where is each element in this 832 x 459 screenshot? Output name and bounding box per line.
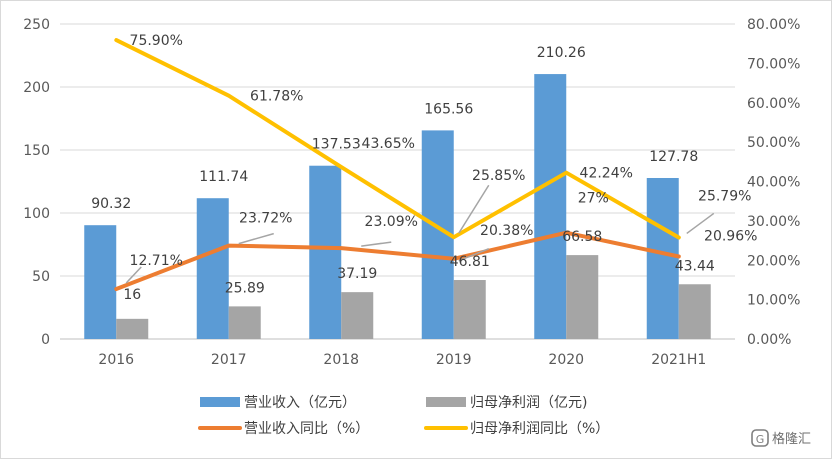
data-label: 75.90% <box>130 33 183 49</box>
gridlines <box>60 23 735 340</box>
leader-line <box>686 212 715 235</box>
bar <box>309 165 342 339</box>
data-label: 12.71% <box>130 253 183 269</box>
bar <box>453 280 486 339</box>
y-left-tick-label: 50 <box>32 269 50 285</box>
data-label: 20.38% <box>480 223 533 239</box>
x-tick-label: 2020 <box>548 352 584 368</box>
series-line <box>114 38 681 240</box>
x-tick-label: 2016 <box>98 352 134 368</box>
bar <box>646 177 679 339</box>
data-label: 210.26 <box>537 45 586 61</box>
y-right-tick-label: 20.00% <box>747 253 800 269</box>
bar <box>228 306 261 339</box>
data-label: 37.19 <box>337 266 377 282</box>
leader-line <box>458 248 490 262</box>
bar <box>196 198 229 339</box>
y-left-tick-label: 250 <box>23 17 50 33</box>
bar <box>341 292 374 339</box>
legend-label: 归母净利润同比（%） <box>470 420 609 437</box>
data-label: 127.78 <box>649 149 698 165</box>
x-tick-label: 2021H1 <box>651 352 706 368</box>
left-axis: 0 50 100 150 200 250 <box>23 17 50 348</box>
leader-line <box>125 266 142 284</box>
g-logo-icon <box>751 429 769 447</box>
data-label: 43.65% <box>362 136 415 152</box>
y-right-tick-label: 0.00% <box>747 332 791 348</box>
legend-label: 归母净利润（亿元) <box>470 394 587 411</box>
y-right-tick-label: 60.00% <box>747 96 800 112</box>
right-axis: 0.00% 10.00% 20.00% 30.00% 40.00% 50.00% 60.00… <box>747 17 800 348</box>
y-left-tick-label: 150 <box>23 143 50 159</box>
x-tick-label: 2017 <box>211 352 247 368</box>
data-label: 61.78% <box>250 89 303 105</box>
data-label: 27% <box>578 191 609 207</box>
legend-swatch <box>426 397 466 407</box>
series-line <box>114 230 681 291</box>
bar <box>566 255 599 339</box>
y-right-tick-label: 40.00% <box>747 175 800 191</box>
watermark-text: 格隆汇 <box>772 431 811 447</box>
x-tick-label: 2018 <box>323 352 359 368</box>
bar <box>84 225 117 339</box>
legend: 营业收入（亿元） 归母净利润（亿元) 营业收入同比（%） 归母净利润同比（%） <box>198 394 609 437</box>
x-tick-label: 2019 <box>436 352 472 368</box>
data-label: 43.44 <box>675 258 715 274</box>
data-label: 16 <box>123 287 141 303</box>
data-label: 42.24% <box>580 166 633 182</box>
data-label: 25.85% <box>472 168 525 184</box>
y-left-tick-label: 0 <box>41 332 50 348</box>
data-label: 46.81 <box>450 254 490 270</box>
x-axis: 2016 2017 2018 2019 2020 2021H1 <box>98 352 706 368</box>
bar <box>678 284 711 339</box>
watermark: G 格隆汇 <box>751 429 811 447</box>
y-right-tick-label: 80.00% <box>747 17 800 33</box>
y-left-tick-label: 200 <box>23 80 50 96</box>
bar <box>534 74 567 340</box>
data-label: 25.89 <box>225 280 265 296</box>
lines <box>114 38 681 291</box>
leader-line <box>361 241 392 247</box>
data-label: 90.32 <box>91 196 131 212</box>
data-label: 66.58 <box>562 229 602 245</box>
y-right-tick-label: 30.00% <box>747 214 800 230</box>
data-label: 23.09% <box>365 214 418 230</box>
bar <box>116 318 149 339</box>
g-logo-letter: G <box>756 433 765 446</box>
data-label: 20.96% <box>704 228 757 244</box>
data-label: 111.74 <box>199 169 248 185</box>
data-label: 165.56 <box>424 101 473 117</box>
y-left-tick-label: 100 <box>23 206 50 222</box>
bars <box>84 74 711 340</box>
y-right-tick-label: 50.00% <box>747 135 800 151</box>
legend-label: 营业收入同比（%） <box>244 421 369 437</box>
y-right-tick-label: 70.00% <box>747 56 800 72</box>
legend-swatch <box>200 397 240 407</box>
data-label: 137.53 <box>312 137 361 153</box>
data-label: 23.72% <box>239 211 292 227</box>
legend-label: 营业收入（亿元） <box>244 395 356 411</box>
leader-lines <box>125 184 715 284</box>
data-labels: 90.32 111.74 137.53 165.56 210.26 127.78 16 25.… <box>91 33 757 303</box>
y-right-tick-label: 10.00% <box>747 293 800 309</box>
leader-line <box>238 232 274 245</box>
data-label: 25.79% <box>698 188 751 204</box>
leader-line <box>458 184 490 234</box>
